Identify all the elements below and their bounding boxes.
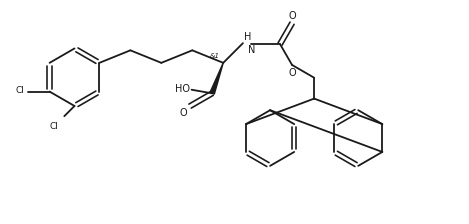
Text: O: O (180, 108, 187, 118)
Text: &1: &1 (210, 53, 219, 59)
Text: O: O (288, 11, 296, 21)
Polygon shape (210, 63, 223, 94)
Text: N: N (248, 45, 255, 55)
Text: Cl: Cl (15, 86, 24, 95)
Text: Cl: Cl (49, 122, 58, 131)
Text: H: H (244, 32, 252, 42)
Text: O: O (288, 68, 296, 78)
Text: HO: HO (175, 84, 190, 94)
